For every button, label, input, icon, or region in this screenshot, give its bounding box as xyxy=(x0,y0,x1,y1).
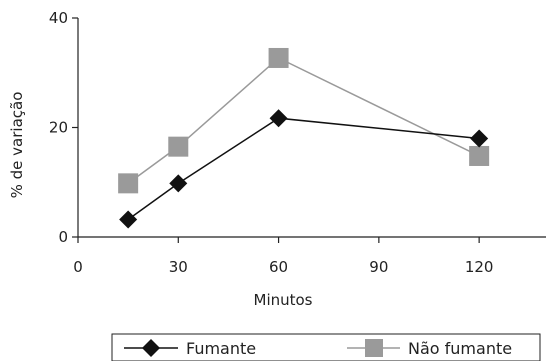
data-point-nao-fumante xyxy=(268,47,289,68)
data-point-fumante xyxy=(169,174,188,193)
y-tick-label: 40 xyxy=(49,9,68,27)
legend-swatch-fumante-marker xyxy=(142,339,160,357)
x-axis-title: Minutos xyxy=(254,291,313,309)
data-point-nao-fumante xyxy=(168,136,189,157)
y-axis-title: % de variação xyxy=(8,92,26,199)
legend-box xyxy=(111,333,541,361)
ticks: 0 30 60 90 120 0 20 40 xyxy=(49,9,494,276)
legend-swatch-nao-fumante-marker xyxy=(365,339,383,357)
legend-item-nao-fumante: Não fumante xyxy=(347,339,512,358)
legend-label-nao-fumante: Não fumante xyxy=(408,339,512,358)
y-tick-label: 20 xyxy=(49,119,68,137)
data-point-nao-fumante xyxy=(469,145,490,166)
data-point-nao-fumante xyxy=(118,173,139,194)
x-tick-label: 0 xyxy=(73,258,83,276)
data-point-fumante xyxy=(269,109,288,128)
legend-label-fumante: Fumante xyxy=(186,339,256,358)
x-tick-label: 60 xyxy=(269,258,288,276)
x-tick-label: 30 xyxy=(169,258,188,276)
y-tick-label: 0 xyxy=(58,228,68,246)
x-tick-label: 90 xyxy=(369,258,388,276)
series-line-nao-fumante xyxy=(127,57,480,184)
series-line-fumante xyxy=(127,117,480,221)
series-layer xyxy=(118,47,490,229)
legend-item-fumante: Fumante xyxy=(124,339,256,358)
legend: Fumante Não fumante xyxy=(111,333,541,361)
data-point-fumante xyxy=(470,129,489,148)
data-point-fumante xyxy=(119,210,138,229)
x-tick-label: 120 xyxy=(465,258,494,276)
